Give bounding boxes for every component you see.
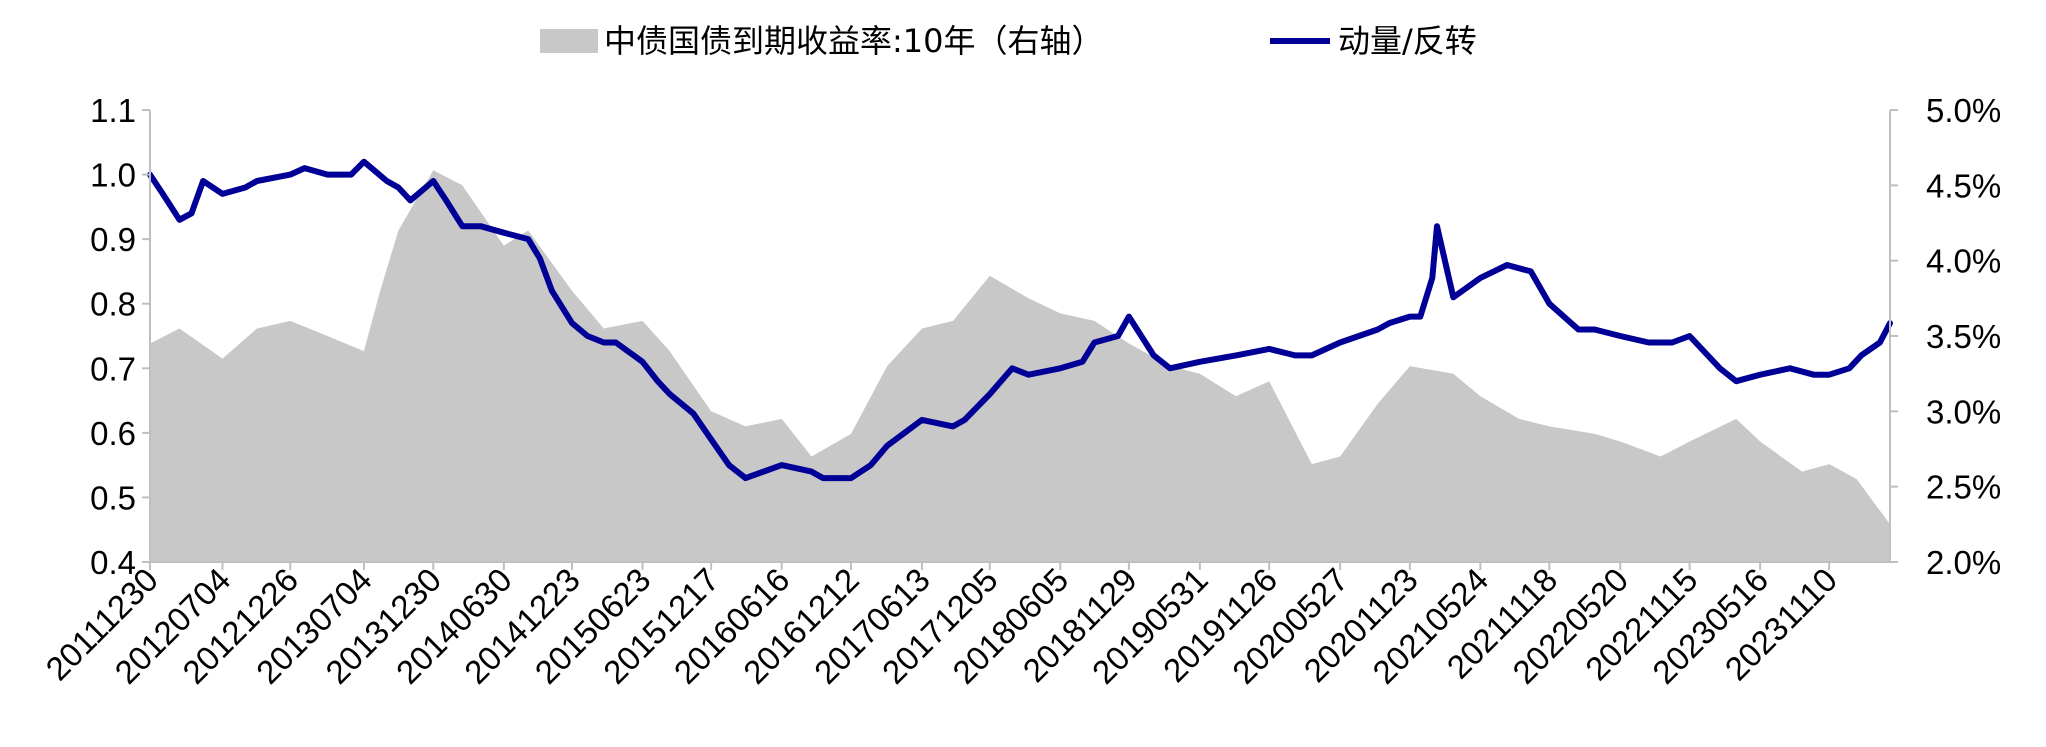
momentum-line <box>147 158 1893 482</box>
right-tick-label: 4.0% <box>1926 243 2001 280</box>
left-tick-label: 0.4 <box>90 544 136 581</box>
legend-label-yield: 中债国债到期收益率:10年（右轴） <box>604 22 1104 60</box>
legend: 中债国债到期收益率:10年（右轴） 动量/反转 <box>540 22 1477 60</box>
yield-area-layer <box>150 170 1890 563</box>
left-tick-label: 0.5 <box>90 479 136 516</box>
right-tick-label: 2.5% <box>1926 469 2001 506</box>
momentum-line-layer <box>147 158 1893 482</box>
legend-label-momentum: 动量/反转 <box>1338 22 1477 60</box>
left-tick-label: 0.9 <box>90 221 136 258</box>
right-tick-label: 2.0% <box>1926 544 2001 581</box>
left-tick-label: 0.7 <box>90 350 136 387</box>
legend-swatch-yield <box>540 29 598 53</box>
right-tick-label: 4.5% <box>1926 167 2001 204</box>
right-axis-ticks: 2.0% 2.5% 3.0% 3.5% 4.0% 4.5% 5.0% <box>1890 92 2001 581</box>
x-axis-ticks: 2011123020120704201212262013070420131230… <box>38 561 1844 691</box>
right-tick-label: 3.5% <box>1926 318 2001 355</box>
left-tick-label: 1.0 <box>90 157 136 194</box>
plot-area <box>147 158 1893 563</box>
left-tick-label: 0.8 <box>90 286 136 323</box>
right-tick-label: 3.0% <box>1926 393 2001 430</box>
left-axis-ticks: 0.4 0.5 0.6 0.7 0.8 0.9 1.0 1.1 <box>90 92 150 581</box>
left-tick-label: 1.1 <box>90 92 136 129</box>
yield-area <box>150 170 1890 563</box>
left-tick-label: 0.6 <box>90 415 136 452</box>
right-tick-label: 5.0% <box>1926 92 2001 129</box>
